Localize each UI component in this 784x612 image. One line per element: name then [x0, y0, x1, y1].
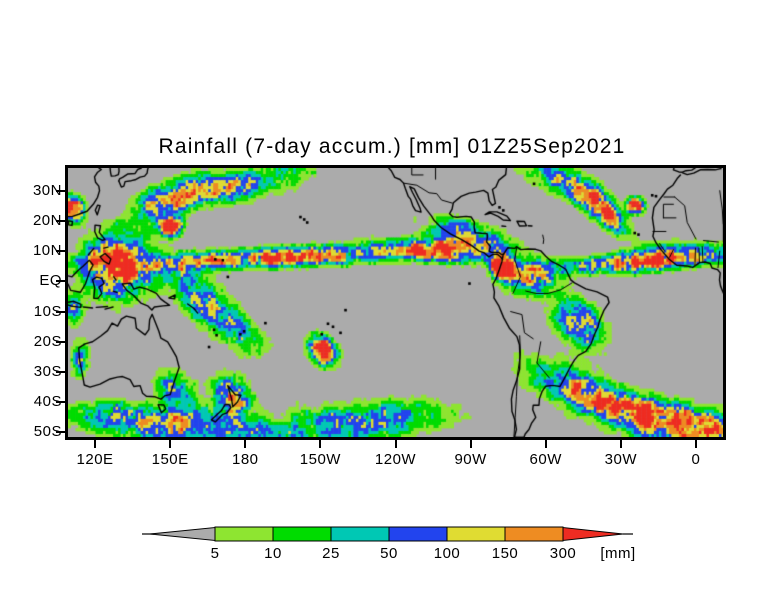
colorbar-svg: 5 10 25 50 100 150 300 [mm]: [142, 526, 635, 562]
lat-tick-mark: [56, 401, 65, 404]
lon-tick-label: 60W: [529, 451, 562, 468]
lon-tick-label: 30W: [604, 451, 638, 468]
lon-tick-label: 90W: [454, 451, 487, 468]
rainfall-map-canvas: [68, 168, 723, 437]
lon-tick-mark: [244, 440, 247, 448]
colorbar: 5 10 25 50 100 150 300 [mm]: [140, 517, 660, 567]
lat-tick-mark: [56, 340, 65, 343]
lon-tick-label: 150E: [151, 451, 189, 468]
colorbar-units-label: [mm]: [600, 545, 635, 562]
lat-tick-label: 20N: [32, 212, 62, 230]
lon-tick-mark: [544, 440, 547, 448]
lon-tick-label: 120W: [374, 451, 417, 468]
colorbar-segment: [504, 526, 564, 542]
lat-tick-mark: [56, 219, 65, 222]
lat-tick-mark: [56, 250, 65, 253]
colorbar-segment: [388, 526, 448, 542]
colorbar-boundary-label: 5: [211, 545, 220, 562]
lat-tick-label: 10S: [33, 302, 62, 320]
lat-tick-label: 40S: [33, 393, 62, 411]
lat-tick-label: 20S: [33, 332, 62, 350]
lat-tick-mark: [56, 431, 65, 434]
colorbar-boundary-label: 10: [264, 545, 282, 562]
lon-tick-label: 120E: [76, 451, 114, 468]
lat-tick-label: 30S: [33, 363, 62, 381]
lat-tick-mark: [56, 310, 65, 313]
rainfall-map-frame: [65, 165, 726, 440]
lon-tick-mark: [694, 440, 697, 448]
lon-tick-mark: [319, 440, 322, 448]
colorbar-segment: [330, 526, 390, 542]
colorbar-segment: [446, 526, 506, 542]
lon-tick-label: 150W: [299, 451, 341, 468]
lat-tick-label: EQ: [39, 272, 62, 290]
colorbar-segment: [272, 526, 332, 542]
chart-title: Rainfall (7-day accum.) [mm] 01Z25Sep202…: [158, 135, 626, 158]
lon-tick-mark: [619, 440, 622, 448]
colorbar-boundary-label: 100: [434, 545, 461, 562]
lat-tick-mark: [56, 280, 65, 283]
lon-tick-label: 0: [691, 451, 701, 468]
lon-tick-mark: [394, 440, 397, 448]
colorbar-segment: [214, 526, 274, 542]
colorbar-boundary-label: 50: [380, 545, 398, 562]
lon-tick-label: 180: [232, 451, 259, 468]
colorbar-boundary-label: 150: [492, 545, 519, 562]
lon-tick-mark: [94, 440, 97, 448]
lat-tick-label: 30N: [32, 181, 62, 199]
colorbar-above-range-arrow: [562, 526, 624, 542]
lat-tick-mark: [56, 189, 65, 192]
colorbar-boundary-label: 25: [322, 545, 340, 562]
lon-tick-mark: [169, 440, 172, 448]
lat-tick-label: 50S: [33, 423, 62, 441]
lat-tick-mark: [56, 371, 65, 374]
lat-tick-label: 10N: [32, 242, 62, 260]
lon-tick-mark: [469, 440, 472, 448]
colorbar-below-range-arrow: [149, 526, 216, 542]
colorbar-boundary-label: 300: [550, 545, 577, 562]
